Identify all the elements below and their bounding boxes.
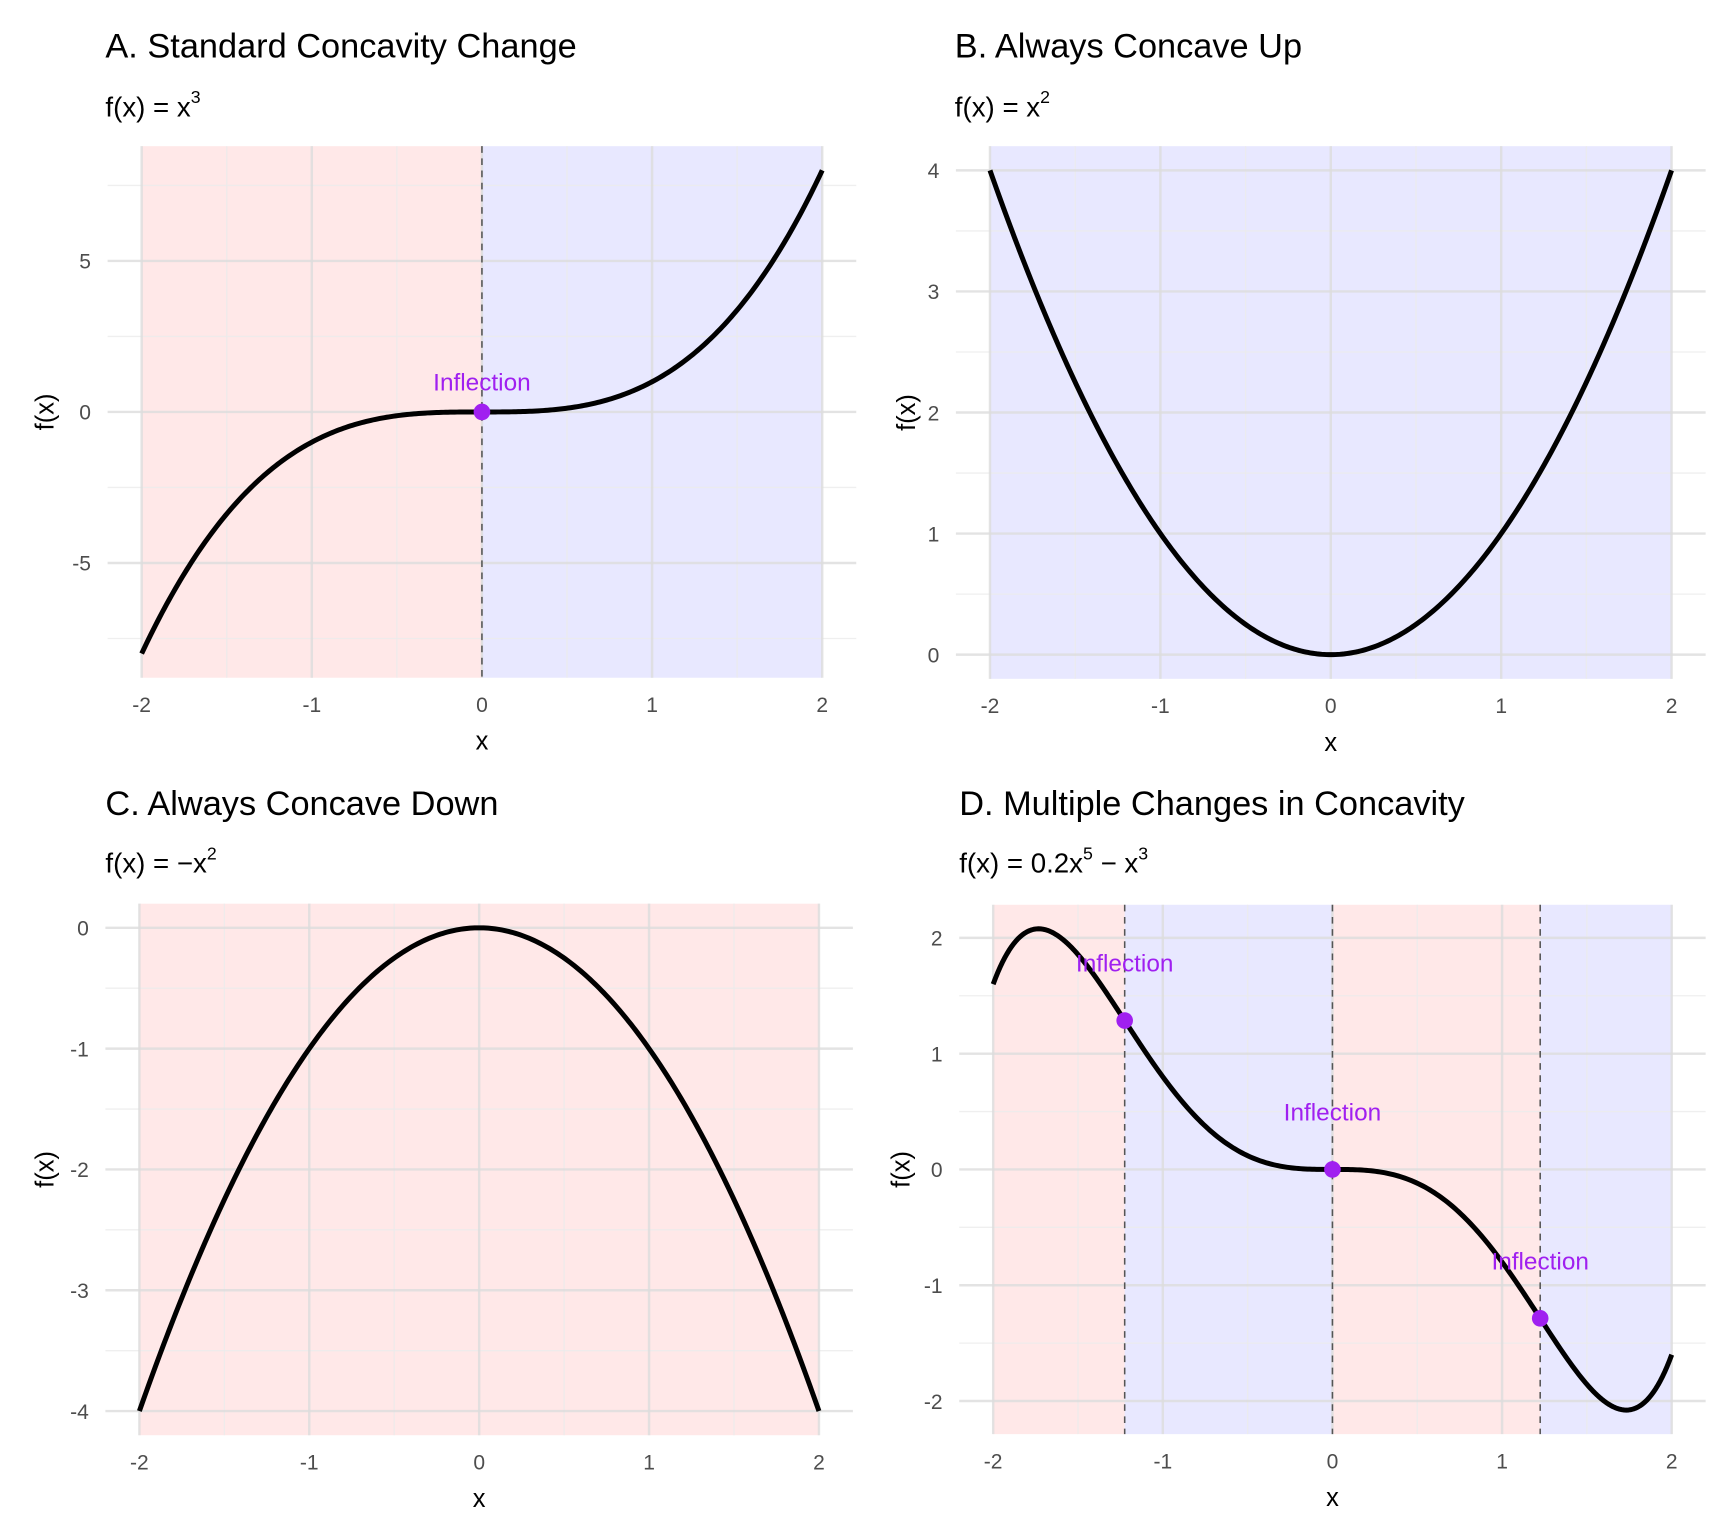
y-tick-label: 5 [79,251,91,274]
x-axis-title: x [473,1485,486,1513]
panel-d: -2 -1 0 1 2 -2 -1 0 1 2 Inflection Inflection Inflec… [887,785,1706,1512]
y-tick-label: -3 [70,1280,89,1303]
subtitle-text: f(x) = x [955,91,1040,122]
superscript: 5 [1083,843,1093,863]
x-tick-label: 2 [816,694,828,717]
superscript: 3 [191,87,201,107]
y-tick-label: 0 [77,918,89,941]
panel-title: A. Standard Concavity Change [105,28,576,66]
x-tick-label: 0 [1327,1450,1339,1473]
inflection-label: Inflection [1076,951,1174,978]
y-axis-title: f(x) [31,1151,59,1188]
superscript: 3 [1138,843,1148,863]
inflection-point [1324,1161,1341,1178]
inflection-label: Inflection [1491,1248,1589,1275]
y-axis-title: f(x) [31,394,59,431]
y-tick-label: 1 [931,1043,943,1066]
panel-a: -2 -1 0 1 2 -5 0 5 Inflection A. Standard Concavi… [31,28,857,756]
y-tick-label: 0 [79,402,91,425]
x-tick-label: 2 [1666,1450,1678,1473]
inflection-label: Inflection [433,370,531,397]
x-tick-label: 0 [473,1452,485,1475]
x-tick-label: 1 [1496,1450,1508,1473]
y-tick-label: -2 [924,1391,943,1414]
y-axis-title: f(x) [893,394,921,431]
panel-subtitle: f(x) = x3 [105,87,200,122]
function-curve [987,169,1674,658]
y-tick-label: 3 [928,281,940,304]
inflection-point [1116,1012,1133,1029]
panel-b: -2 -1 0 1 2 0 1 2 3 4 B. Always Concave Up f(x) = x… [893,28,1706,757]
x-axis-title: x [476,728,489,756]
x-tick-label: -2 [981,695,1000,718]
x-tick-label: -1 [300,1452,319,1475]
x-tick-label: -1 [1151,695,1170,718]
subtitle-text: f(x) = x [105,91,190,122]
y-tick-label: -1 [924,1275,943,1298]
x-tick-label: 0 [476,694,488,717]
x-tick-label: -1 [1153,1450,1172,1473]
x-tick-label: 1 [1495,695,1507,718]
y-tick-label: 0 [928,644,940,667]
y-tick-label: 0 [931,1159,943,1182]
y-tick-label: 2 [928,402,940,425]
y-tick-label: -1 [70,1038,89,1061]
x-tick-label: 2 [813,1452,825,1475]
panel-title: D. Multiple Changes in Concavity [959,785,1465,823]
x-axis-title: x [1326,1484,1339,1512]
y-axis-title: f(x) [887,1151,915,1188]
x-tick-label: 1 [643,1452,655,1475]
panel-subtitle: f(x) = −x2 [105,843,216,878]
y-tick-label: -4 [70,1401,89,1424]
subtitle-text: f(x) = −x [105,848,207,879]
function-curve [137,925,822,1412]
panel-c: -2 -1 0 1 2 -4 -3 -2 -1 0 C. Always Concave Down f(… [31,785,853,1513]
x-tick-label: -2 [132,694,151,717]
x-tick-label: 0 [1325,695,1337,718]
panel-subtitle: f(x) = 0.2x5 − x3 [959,843,1148,878]
y-tick-label: 4 [928,160,940,183]
panel-title: B. Always Concave Up [955,28,1302,66]
x-tick-label: 2 [1666,695,1678,718]
x-axis-title: x [1324,729,1337,757]
inflection-point [1531,1310,1549,1327]
x-tick-label: -2 [984,1450,1003,1473]
inflection-point [473,403,491,421]
inflection-label: Inflection [1284,1099,1382,1126]
x-tick-label: -1 [302,694,321,717]
y-tick-label: 2 [931,928,943,951]
y-tick-label: -5 [72,553,91,576]
y-tick-label: 1 [928,523,940,546]
x-tick-label: 1 [646,694,658,717]
x-tick-label: -2 [130,1452,149,1475]
panel-subtitle: f(x) = x2 [955,87,1050,122]
superscript: 2 [207,843,217,863]
y-tick-label: -2 [70,1159,89,1182]
superscript: 2 [1040,87,1050,107]
subtitle-text: f(x) = 0.2x [959,848,1083,879]
panel-title: C. Always Concave Down [105,785,498,823]
subtitle-text: − x [1093,848,1139,879]
